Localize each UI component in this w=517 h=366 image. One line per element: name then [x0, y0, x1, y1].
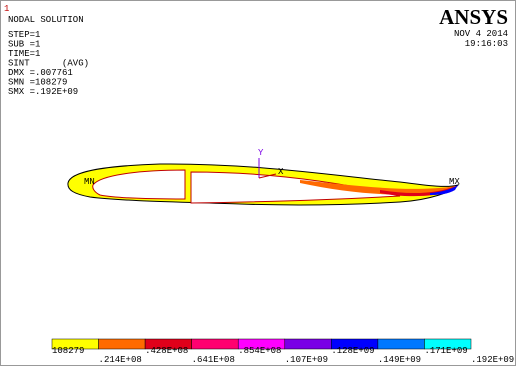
min-marker: MN [84, 177, 95, 187]
legend-swatch [99, 339, 146, 349]
window-number: 1 [4, 4, 9, 14]
info-line: SMX =.192E+09 [8, 87, 78, 97]
info-line: SUB =1 [8, 40, 40, 50]
legend-label: .128E+09 [331, 346, 374, 356]
legend-swatch [285, 339, 332, 349]
info-line: TIME=1 [8, 49, 40, 59]
legend-label: 108279 [52, 346, 84, 356]
legend-label: .641E+08 [192, 355, 235, 365]
legend-swatch [192, 339, 239, 349]
info-line: SMN =108279 [8, 78, 67, 88]
info-line: STEP=1 [8, 30, 40, 40]
plot-title: NODAL SOLUTION [8, 15, 84, 25]
ansys-window: 1 NODAL SOLUTION STEP=1SUB =1TIME=1SINT … [0, 0, 517, 366]
legend-label: .854E+08 [238, 346, 281, 356]
legend-label: .107E+09 [285, 355, 328, 365]
legend-label: .149E+09 [378, 355, 421, 365]
time: 19:16:03 [465, 39, 508, 49]
legend-label: .214E+08 [99, 355, 142, 365]
info-line: SINT (AVG) [8, 59, 89, 69]
legend-swatch [378, 339, 425, 349]
legend-label: .192E+09 [471, 355, 514, 365]
triad-y-label: Y [258, 148, 264, 158]
info-line: DMX =.007761 [8, 68, 73, 78]
legend-label: .428E+08 [145, 346, 188, 356]
legend-label: .171E+09 [424, 346, 467, 356]
max-marker: MX [449, 177, 460, 187]
logo: ANSYS [439, 5, 508, 29]
date: NOV 4 2014 [454, 29, 508, 39]
triad-x-label: X [278, 167, 284, 177]
